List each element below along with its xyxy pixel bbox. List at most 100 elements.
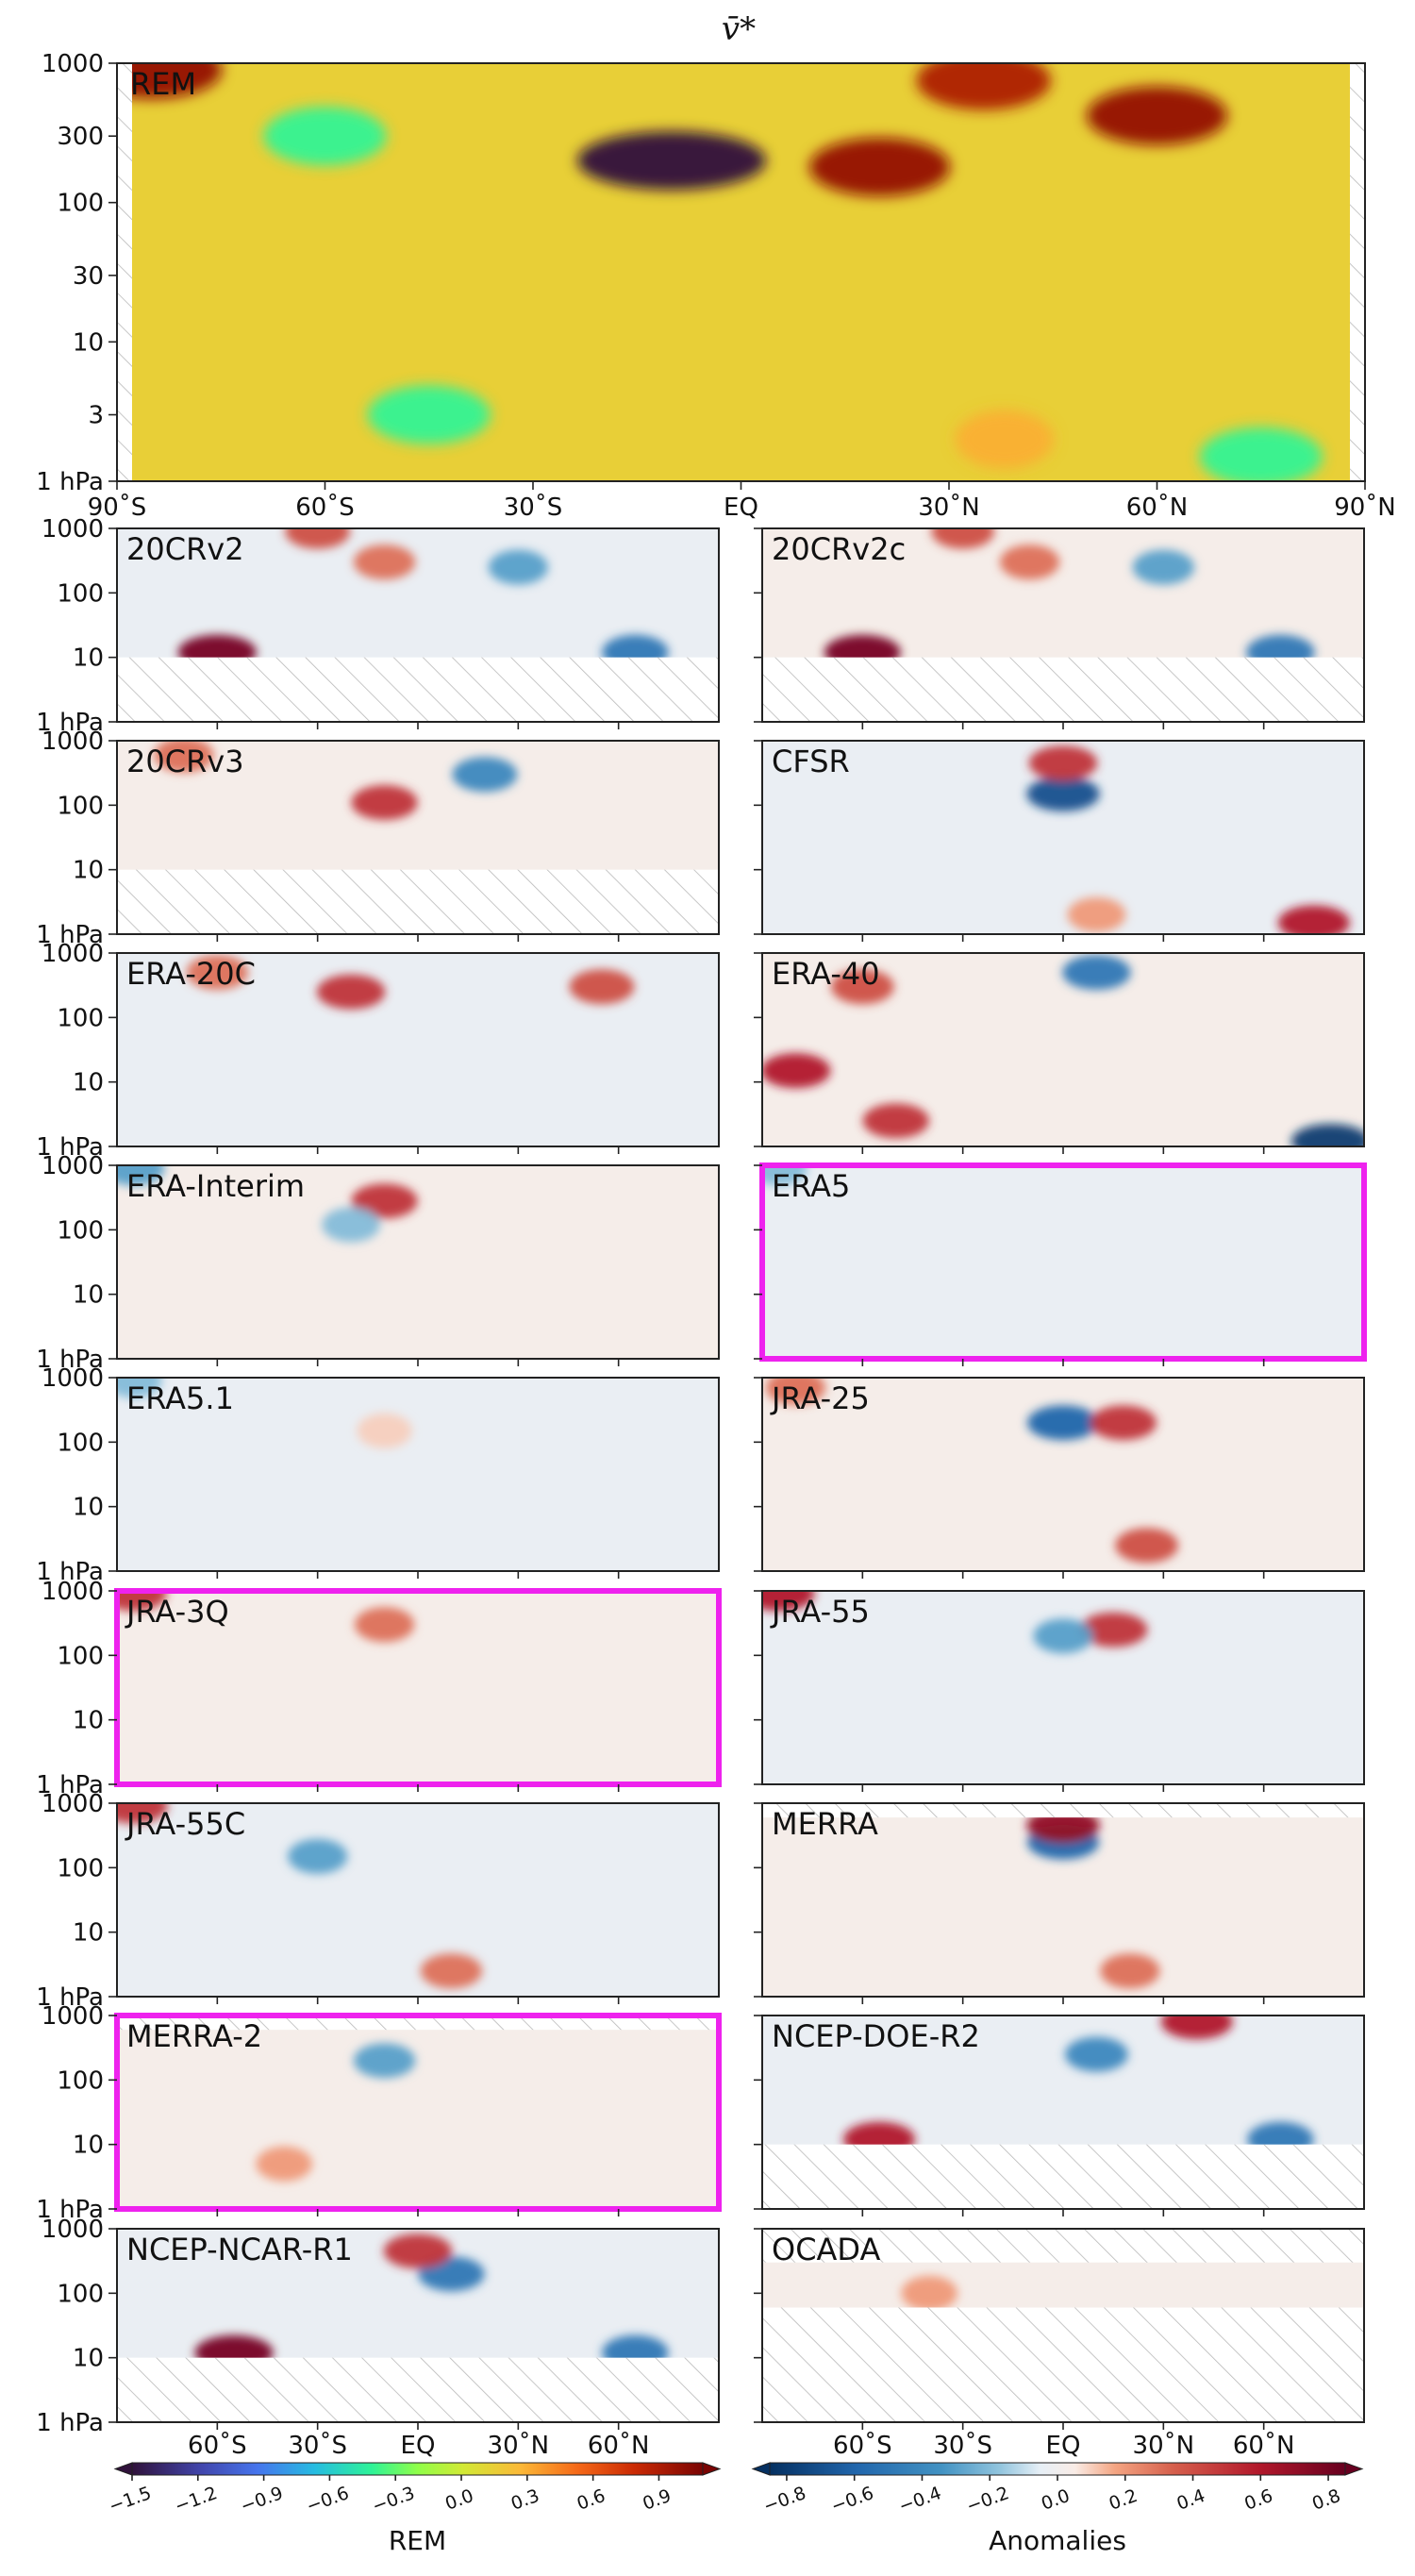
colorbar: −0.8 −0.6 −0.4 −0.2 0.0 0.2 0.4 0.6 0.8 Anomalies — [751, 2462, 1364, 2556]
anomaly-panel: JRA-3Q 1 hPa 10 100 1000 — [36, 1578, 722, 1799]
x-tick-label: 30˚S — [504, 493, 563, 522]
contour-feature — [351, 1183, 418, 1219]
contour-feature — [1160, 2016, 1233, 2040]
colorbar-extend-high — [1344, 2462, 1364, 2476]
colorbar-gradient — [131, 2462, 704, 2476]
colorbar-tick-label: 0.4 — [1174, 2485, 1208, 2515]
contour-field — [762, 741, 1364, 934]
y-tick-label: 1000 — [42, 1152, 104, 1180]
colorbar-tick-label: −1.2 — [172, 2483, 220, 2517]
panel-label: ERA5.1 — [126, 1380, 234, 1416]
contour-feature — [322, 1207, 381, 1243]
contour-feature — [420, 1953, 483, 1989]
contour-feature — [1277, 905, 1350, 934]
contour-feature — [762, 1053, 831, 1089]
x-tick-label: 60˚S — [833, 2432, 892, 2460]
colorbar-tick-label: 0.8 — [1309, 2485, 1343, 2515]
colorbars: −1.5 −1.2 −0.9 −0.6 −0.3 0.0 0.3 0.6 0.9REM−0.8−… — [107, 2462, 1364, 2556]
anomaly-panel: CFSR — [754, 740, 1365, 942]
x-tick-label: 90˚S — [88, 493, 147, 522]
hatch-region-top — [117, 657, 719, 722]
colorbar-extend-low — [751, 2462, 771, 2476]
contour-feature — [367, 385, 491, 444]
y-tick-label: 10 — [73, 1919, 104, 1948]
hatch-edge-north — [1350, 63, 1365, 481]
colorbar-tick-label: −0.2 — [964, 2483, 1012, 2517]
anomaly-panel: JRA-25 — [754, 1377, 1365, 1579]
contour-feature — [117, 1803, 168, 1824]
contour-feature — [117, 63, 223, 99]
anomaly-panel: MERRA-2 1 hPa 10 100 1000 — [36, 2002, 722, 2224]
y-tick-label: 1000 — [42, 728, 104, 756]
contour-feature — [916, 63, 1052, 110]
panel-label: ERA5 — [772, 1168, 850, 1204]
hatch-region-top — [117, 869, 719, 934]
rem-main-panel: REM 1 hPa 3 10 30 100 300 1000 90˚S 60˚S 30˚S EQ 30˚… — [36, 50, 1396, 522]
anomaly-panel: JRA-55 — [754, 1590, 1365, 1792]
y-tick-label: 100 — [57, 579, 104, 608]
x-tick-label: 30˚N — [918, 493, 980, 522]
x-tick-label: 30˚S — [933, 2432, 992, 2460]
y-tick-label: 10 — [73, 1281, 104, 1310]
contour-feature — [285, 528, 351, 549]
anomaly-panel: ERA-Interim 1 hPa 10 100 1000 — [36, 1152, 720, 1374]
contour-feature — [1026, 1405, 1100, 1441]
contour-field — [117, 1591, 719, 1784]
contour-feature — [576, 131, 767, 191]
contour-feature — [117, 1165, 165, 1186]
panel-label: JRA-25 — [770, 1380, 870, 1416]
contour-feature — [1090, 1405, 1157, 1441]
contour-feature — [1199, 427, 1323, 481]
x-tick-label: 30˚S — [288, 2432, 347, 2460]
contour-field — [762, 1165, 1364, 1359]
field-background — [117, 1803, 719, 1997]
colorbar-tick-label: 0.0 — [1039, 2485, 1073, 2515]
y-tick-label: 30 — [73, 262, 104, 291]
y-tick-label: 100 — [57, 1854, 104, 1882]
y-tick-label: 1 hPa — [36, 1133, 104, 1162]
panel-label: ERA-40 — [772, 956, 880, 992]
contour-feature — [762, 1165, 807, 1186]
contour-feature — [1132, 549, 1195, 585]
panel-label: OCADA — [772, 2232, 881, 2267]
hatch-region-top — [117, 2357, 719, 2422]
panel-label: ERA-Interim — [126, 1168, 305, 1204]
colorbar-tick-label: −0.6 — [304, 2483, 352, 2517]
x-tick-label: 30˚N — [488, 2432, 550, 2460]
hatch-edge-south — [117, 63, 132, 481]
anomaly-panel: ERA5.1 1 hPa 10 100 1000 — [36, 1364, 720, 1586]
field-background — [762, 1165, 1364, 1359]
y-tick-label: 10 — [73, 857, 104, 885]
contour-feature — [901, 2275, 958, 2311]
y-tick-label: 1000 — [42, 515, 104, 544]
contour-feature — [452, 757, 518, 793]
y-tick-label: 1 hPa — [36, 1558, 104, 1586]
y-tick-label: 1000 — [42, 1578, 104, 1606]
contour-feature — [353, 2043, 416, 2079]
contour-feature — [383, 2233, 453, 2269]
hatch-region-bottom — [762, 2229, 1364, 2263]
contour-feature — [1028, 745, 1098, 781]
y-tick-label: 10 — [73, 2345, 104, 2373]
hatch-region-bottom — [117, 2016, 719, 2031]
contour-field — [117, 1378, 719, 1571]
colorbar-tick-label: 0.3 — [508, 2485, 542, 2515]
y-tick-label: 10 — [73, 1494, 104, 1522]
anomaly-panel: ERA5 — [754, 1163, 1367, 1366]
y-tick-label: 100 — [57, 1216, 104, 1245]
hatch-region-bottom — [762, 1803, 1364, 1818]
contour-feature — [154, 741, 214, 773]
y-tick-label: 1000 — [42, 2216, 104, 2244]
colorbar-tick-label: 0.9 — [640, 2485, 674, 2515]
x-tick-label: 60˚N — [1126, 493, 1189, 522]
panel-label: CFSR — [772, 744, 850, 779]
contour-feature — [765, 1378, 826, 1406]
panel-label: JRA-55 — [770, 1594, 870, 1630]
contour-feature — [1086, 86, 1228, 145]
contour-feature — [1065, 2036, 1128, 2072]
contour-field — [117, 1803, 719, 1997]
y-tick-label: 1 hPa — [36, 709, 104, 737]
contour-feature — [808, 137, 951, 196]
